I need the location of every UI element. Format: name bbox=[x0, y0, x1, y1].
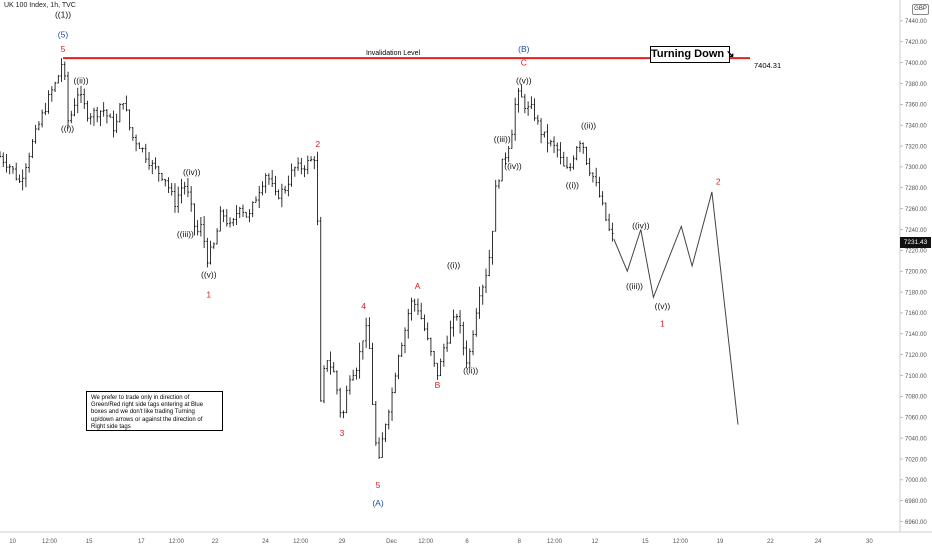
y-tick-label: 7380.00 bbox=[905, 82, 927, 88]
y-tick-label: 7080.00 bbox=[905, 395, 927, 401]
invalidation-value: 7404.31 bbox=[754, 61, 782, 70]
wave-label: ((v)) bbox=[516, 75, 532, 85]
y-tick-label: 6980.00 bbox=[905, 499, 927, 505]
wave-label: (A) bbox=[372, 498, 384, 508]
chart-title: UK 100 Index, 1h, TVC bbox=[4, 2, 76, 9]
price-axis[interactable]: 6960.00 6980.00 7000.00 7020.00 7040.00 7060.… bbox=[899, 0, 927, 532]
y-tick-label: 7220.00 bbox=[905, 249, 927, 255]
wave-label: A bbox=[415, 281, 421, 291]
arrow-down-right-icon: ↘ bbox=[726, 49, 735, 60]
x-tick-label: 22 bbox=[767, 539, 774, 545]
turning-down-box: Turning Down ↘ bbox=[650, 46, 735, 63]
wave-label: ((v)) bbox=[655, 301, 671, 311]
wave-label: ((i)) bbox=[566, 180, 579, 190]
x-tick-label: 8 bbox=[518, 539, 522, 545]
wave-label: ((i)) bbox=[61, 123, 74, 133]
x-tick-label: Dec bbox=[386, 539, 397, 545]
turning-label: Turning Down bbox=[651, 48, 725, 60]
wave-label: 3 bbox=[340, 428, 345, 438]
wave-label: (B) bbox=[518, 44, 530, 54]
wave-label: 5 bbox=[61, 44, 66, 54]
last-price-tag: 7231.43 bbox=[900, 237, 931, 248]
time-axis[interactable]: 10 12:00 15 17 12:00 22 24 12:00 29 Dec 12:00 6 8 12:… bbox=[0, 531, 932, 545]
wave-label: 2 bbox=[716, 177, 721, 187]
x-tick-label: 12:00 bbox=[547, 539, 563, 545]
x-tick-label: 15 bbox=[642, 539, 649, 545]
x-tick-label: 22 bbox=[212, 539, 219, 545]
wave-label: ((ii)) bbox=[73, 75, 88, 85]
y-tick-label: 7320.00 bbox=[905, 144, 927, 150]
wave-label: ((ii)) bbox=[463, 365, 478, 375]
x-tick-label: 29 bbox=[339, 539, 346, 545]
y-tick-label: 7060.00 bbox=[905, 416, 927, 422]
wave-label: C bbox=[521, 58, 527, 68]
wave-label: 2 bbox=[315, 139, 320, 149]
x-tick-label: 12:00 bbox=[673, 539, 689, 545]
wave-label: ((iii)) bbox=[177, 229, 194, 239]
y-tick-label: 7360.00 bbox=[905, 103, 927, 109]
wave-label: ((iv)) bbox=[183, 167, 201, 177]
projection-line bbox=[613, 191, 739, 425]
y-tick-label: 7180.00 bbox=[905, 290, 927, 296]
wave-label: B bbox=[435, 380, 441, 390]
projection-path bbox=[613, 191, 739, 425]
wave-label: ((iii)) bbox=[626, 281, 643, 291]
x-tick-label: 12:00 bbox=[418, 539, 434, 545]
y-tick-label: 7280.00 bbox=[905, 186, 927, 192]
x-tick-label: 30 bbox=[866, 539, 873, 545]
x-tick-label: 17 bbox=[138, 539, 145, 545]
wave-label: ((i)) bbox=[447, 260, 460, 270]
y-tick-label: 7300.00 bbox=[905, 165, 927, 171]
wave-label: ((v)) bbox=[201, 269, 217, 279]
y-tick-label: 7440.00 bbox=[905, 19, 927, 25]
y-tick-label: 7020.00 bbox=[905, 457, 927, 463]
wave-labels: ((1)) (5) 5 ((ii)) ((i)) ((iv)) ((iii)) ((v)) 1 2… bbox=[55, 10, 721, 508]
x-tick-label: 12:00 bbox=[169, 539, 185, 545]
price-bars bbox=[0, 58, 614, 459]
y-tick-label: 7120.00 bbox=[905, 353, 927, 359]
y-tick-label: 7420.00 bbox=[905, 40, 927, 46]
x-tick-label: 24 bbox=[815, 539, 822, 545]
invalidation-label: Invalidation Level bbox=[366, 50, 421, 57]
wave-label: 5 bbox=[376, 480, 381, 490]
x-tick-label: 10 bbox=[9, 539, 16, 545]
y-tick-label: 7240.00 bbox=[905, 228, 927, 234]
y-tick-label: 7000.00 bbox=[905, 478, 927, 484]
x-tick-label: 19 bbox=[717, 539, 724, 545]
y-tick-label: 7040.00 bbox=[905, 436, 927, 442]
x-tick-label: 6 bbox=[465, 539, 469, 545]
y-tick-label: 7400.00 bbox=[905, 61, 927, 67]
invalidation-level: Invalidation Level bbox=[63, 50, 750, 60]
wave-label: ((1)) bbox=[55, 10, 71, 20]
y-tick-label: 7160.00 bbox=[905, 311, 927, 317]
wave-label: ((iii)) bbox=[494, 134, 511, 144]
y-tick-label: 7340.00 bbox=[905, 123, 927, 129]
wave-label: 1 bbox=[206, 289, 211, 299]
wave-label: ((iv)) bbox=[632, 220, 650, 230]
x-tick-label: 24 bbox=[262, 539, 269, 545]
y-tick-label: 7100.00 bbox=[905, 374, 927, 380]
currency-badge[interactable]: GBP bbox=[912, 4, 929, 15]
y-tick-label: 6960.00 bbox=[905, 520, 927, 526]
y-tick-label: 7200.00 bbox=[905, 270, 927, 276]
wave-label: ((iv)) bbox=[504, 161, 522, 171]
wave-label: (5) bbox=[58, 30, 69, 40]
trading-note: We prefer to trade only in direction of … bbox=[86, 391, 223, 431]
x-tick-label: 12:00 bbox=[293, 539, 309, 545]
wave-label: 1 bbox=[660, 319, 665, 329]
y-tick-label: 7260.00 bbox=[905, 207, 927, 213]
wave-label: ((ii)) bbox=[581, 120, 596, 130]
x-tick-label: 12:00 bbox=[42, 539, 58, 545]
wave-label: 4 bbox=[361, 301, 366, 311]
y-tick-label: 7140.00 bbox=[905, 332, 927, 338]
x-tick-label: 12 bbox=[592, 539, 599, 545]
x-tick-label: 15 bbox=[86, 539, 93, 545]
